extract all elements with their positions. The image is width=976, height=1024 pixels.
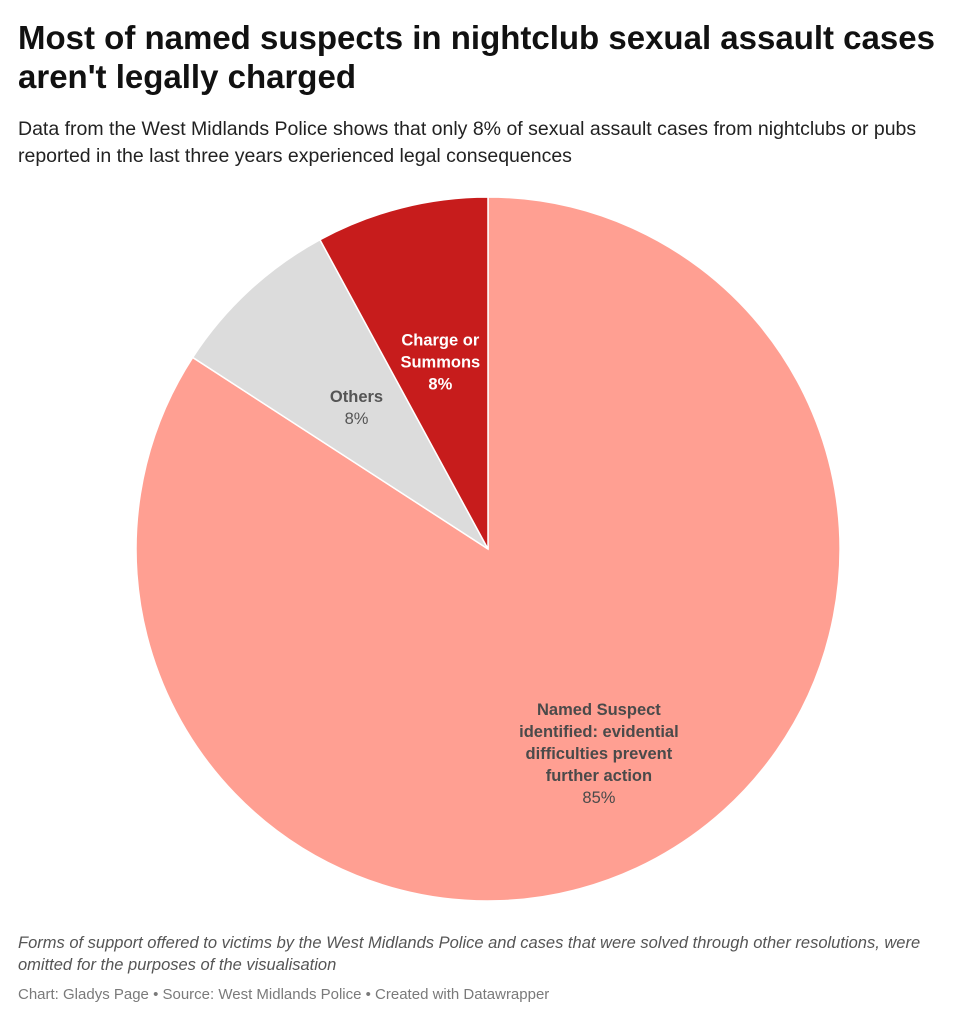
chart-credits: Chart: Gladys Page • Source: West Midlan… [18,986,550,1003]
slice-label-others: Others 8% [330,388,383,428]
pie-chart: Named Suspect identified: evidential diffi… [135,196,841,902]
chart-subtitle: Data from the West Midlands Police shows… [18,118,917,167]
chart-title: Most of named suspects in nightclub sexu… [18,19,935,95]
chart-notes: Forms of support offered to victims by t… [18,934,921,974]
pie-slice-named-suspect-identified-evide [135,196,841,902]
pie-slice-charge-or-summons [318,196,489,550]
slice-value-charge-or-summons: 8% [428,375,452,393]
pie-slice-others [191,238,489,550]
slice-label-named-suspect-identified-evide: Named Suspect identified: evidential diffi… [519,701,679,807]
slice-value-named-suspect-identified-evide: 85% [582,789,615,807]
slice-label-charge-or-summons: Charge or Summons 8% [400,331,480,393]
slice-value-others: 8% [345,410,369,428]
